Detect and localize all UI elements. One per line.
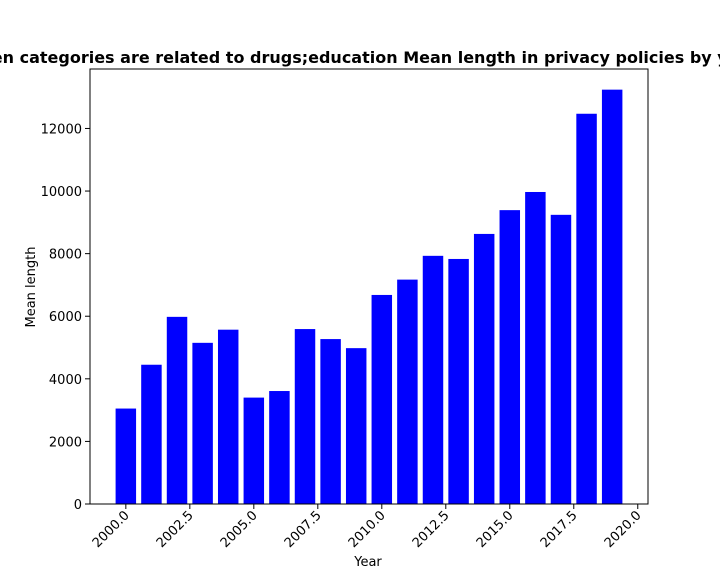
bar — [525, 191, 546, 505]
bar — [269, 391, 290, 504]
x-tick-label: 2017.5 — [538, 508, 581, 551]
bar — [141, 364, 162, 504]
bar — [576, 113, 597, 504]
bar — [499, 210, 521, 504]
bar — [397, 279, 418, 504]
bar — [601, 89, 623, 505]
x-tick-label: 2007.5 — [282, 508, 325, 551]
y-axis-label: Mean length — [24, 247, 39, 328]
y-tick-label: 0 — [74, 498, 82, 513]
bar — [422, 255, 444, 504]
bar-series — [115, 89, 623, 505]
bar — [217, 329, 239, 504]
bar — [550, 214, 572, 504]
x-tick-label: 2002.5 — [154, 508, 197, 551]
bar — [320, 339, 341, 504]
bar — [473, 233, 495, 505]
bar — [448, 258, 469, 504]
bar — [294, 329, 316, 504]
x-tick-label: 2005.0 — [218, 508, 261, 551]
y-tick-label: 12000 — [41, 122, 82, 137]
bar — [243, 397, 265, 504]
y-tick-label: 10000 — [41, 185, 82, 200]
x-tick-label: 2015.0 — [474, 508, 517, 551]
y-tick-label: 6000 — [49, 310, 82, 325]
y-tick-label: 4000 — [49, 373, 82, 388]
x-tick-label: 2010.0 — [346, 508, 389, 551]
x-axis: 2000.0 2002.5 2005.0 2007.5 2010.0 2012.5 2015… — [90, 504, 645, 551]
bar — [166, 316, 188, 504]
bar — [345, 348, 367, 504]
bar — [192, 342, 213, 504]
bar — [371, 294, 393, 504]
x-tick-label: 2020.0 — [602, 508, 645, 551]
x-tick-label: 2000.0 — [90, 508, 133, 551]
x-axis-label: Year — [353, 555, 382, 570]
x-tick-label: 2012.5 — [410, 508, 453, 551]
plot-frame — [89, 68, 649, 505]
y-axis: 0 2000 4000 6000 8000 10000 12000 — [41, 122, 90, 513]
y-tick-label: 8000 — [49, 248, 82, 263]
chart-title: When categories are related to drugs;edu… — [0, 48, 720, 67]
bar — [115, 408, 137, 504]
y-tick-label: 2000 — [49, 435, 82, 450]
